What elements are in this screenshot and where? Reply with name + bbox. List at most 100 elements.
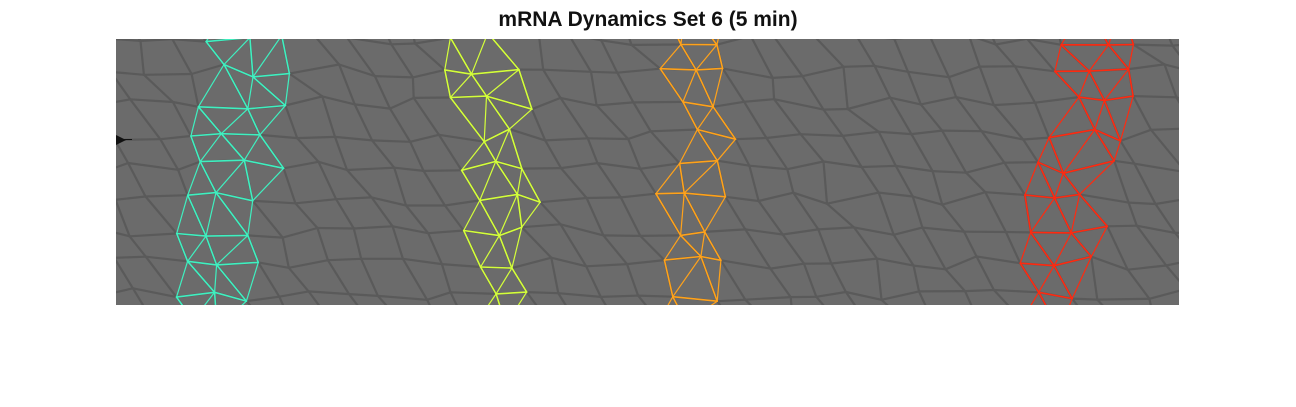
- cell-membrane: [1149, 127, 1179, 131]
- stripe-cell-edge: [175, 296, 184, 305]
- cell-membrane: [954, 95, 996, 107]
- cell-membrane: [748, 164, 789, 171]
- stripe-cell-edge: [247, 76, 254, 110]
- cell-membrane: [910, 129, 944, 136]
- cell-membrane: [539, 196, 588, 204]
- cell-membrane: [976, 39, 997, 46]
- cell-membrane: [857, 39, 876, 67]
- cell-membrane: [841, 130, 880, 138]
- cell-membrane: [1171, 44, 1179, 56]
- cell-membrane: [1003, 161, 1040, 164]
- cell-membrane: [352, 225, 394, 230]
- cell-membrane: [508, 127, 547, 142]
- stripe-cell-edge: [249, 39, 254, 78]
- cell-membrane: [245, 300, 252, 305]
- cell-membrane: [771, 76, 776, 101]
- stripe-cell-edge: [485, 95, 511, 130]
- cell-membrane: [321, 95, 337, 139]
- stripe-cell-edge: [683, 160, 718, 194]
- cell-membrane: [525, 291, 538, 305]
- cell-membrane: [316, 226, 329, 262]
- cell-membrane: [589, 70, 619, 74]
- stripe-cell-edge: [1090, 225, 1108, 258]
- cell-membrane: [911, 195, 924, 229]
- stripe-cell-edge: [1053, 255, 1093, 267]
- cell-membrane: [440, 263, 452, 294]
- cell-membrane: [1119, 128, 1153, 143]
- expression-stripe-3: [655, 39, 737, 305]
- cell-membrane: [559, 96, 598, 107]
- stripe-cell-edge: [667, 296, 674, 305]
- cell-membrane: [116, 198, 131, 238]
- stripe-cell-edge: [1037, 161, 1065, 175]
- stripe-cell-edge: [1053, 197, 1073, 234]
- cell-membrane: [860, 165, 880, 194]
- cell-membrane: [721, 67, 746, 103]
- stripe-cell-edge: [461, 141, 485, 171]
- stripe-cell-edge: [483, 95, 488, 143]
- cell-membrane: [520, 226, 553, 259]
- cell-membrane: [892, 226, 924, 236]
- stripe-cell-edge: [712, 67, 724, 108]
- cell-membrane: [877, 191, 914, 198]
- cell-membrane: [390, 42, 417, 46]
- cell-membrane: [288, 63, 341, 75]
- stripe-cell-edge: [1054, 44, 1062, 72]
- cell-membrane: [992, 288, 1010, 305]
- cell-membrane: [371, 139, 396, 169]
- stripe-cell-edge: [1119, 95, 1134, 142]
- cell-membrane: [449, 291, 458, 305]
- stripe-cell-edge: [220, 132, 261, 136]
- cell-membrane: [894, 164, 934, 173]
- position-marker-line: [122, 139, 132, 140]
- cell-membrane: [1132, 43, 1174, 47]
- cell-membrane: [921, 226, 966, 233]
- tissue-image: [116, 39, 1179, 305]
- cell-membrane: [550, 256, 588, 268]
- stripe-cell-edge: [1030, 291, 1040, 305]
- stripe-cell-edge: [223, 39, 250, 66]
- cell-membrane: [296, 136, 320, 163]
- cell-membrane: [772, 98, 825, 111]
- cell-membrane: [559, 167, 588, 200]
- cell-membrane: [144, 195, 178, 235]
- cell-membrane: [969, 39, 981, 68]
- cell-membrane: [744, 228, 784, 236]
- cell-membrane: [1033, 101, 1051, 139]
- stripe-cell-edge: [245, 261, 259, 302]
- cell-membrane: [443, 199, 481, 207]
- cell-membrane: [595, 104, 630, 141]
- stripe-cell-edge: [205, 235, 218, 266]
- stripe-cell-edge: [205, 39, 244, 43]
- stripe-cell-edge: [199, 160, 217, 194]
- stripe-cell-edge: [197, 63, 225, 108]
- stripe-cell-edge: [190, 135, 201, 163]
- cell-membrane: [426, 291, 452, 301]
- stripe-cell-edge: [672, 255, 702, 298]
- cell-membrane: [376, 294, 388, 305]
- stripe-cell-edge: [444, 39, 451, 71]
- cell-membrane: [744, 296, 792, 301]
- cell-membrane: [353, 103, 392, 110]
- cell-membrane: [171, 39, 193, 76]
- cell-membrane: [427, 232, 443, 266]
- cell-membrane: [393, 166, 425, 172]
- cell-membrane: [947, 76, 958, 99]
- cell-membrane: [992, 103, 1025, 141]
- cell-membrane: [724, 195, 760, 203]
- cell-membrane: [287, 266, 310, 293]
- cell-membrane: [842, 64, 876, 68]
- expression-stripe-4: [1019, 39, 1135, 305]
- cell-membrane: [376, 294, 429, 301]
- stripe-cell-edge: [215, 234, 249, 266]
- stripe-cell-edge: [491, 39, 520, 71]
- cell-membrane: [373, 74, 392, 110]
- cell-membrane: [649, 130, 681, 165]
- cell-membrane: [954, 95, 983, 133]
- cell-membrane: [1168, 39, 1174, 47]
- cell-membrane: [1119, 139, 1136, 165]
- cell-membrane: [538, 39, 545, 71]
- cell-membrane: [282, 167, 297, 205]
- cell-membrane: [715, 39, 744, 46]
- cell-membrane: [391, 225, 430, 235]
